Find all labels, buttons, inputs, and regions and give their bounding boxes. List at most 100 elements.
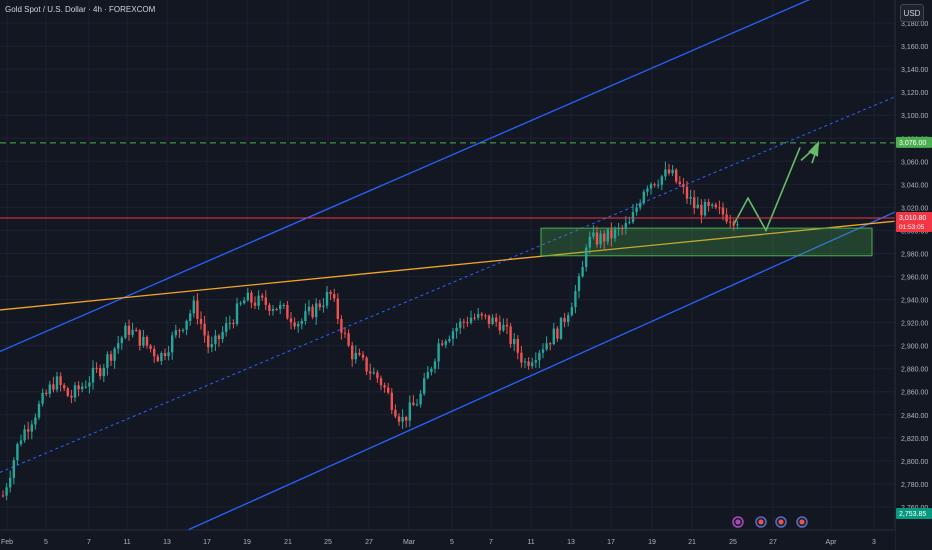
candle-body [448,338,451,342]
candle-body [469,317,473,323]
candle-body [635,207,638,212]
time-tick-label: 21 [284,539,292,546]
candle-body [135,329,138,331]
candle-body [127,325,131,335]
candle-body [257,295,260,306]
channel-lower-line [174,211,896,537]
candle-body [117,343,120,349]
candle-body [538,352,541,361]
candle-body [693,197,696,208]
candle-body [163,353,167,357]
candle-body [351,345,354,360]
price-tick-label: 2,980.00 [901,251,928,258]
candle-body [217,335,221,340]
time-tick-label: 11 [527,539,534,546]
time-tick-label: 13 [567,539,575,546]
candle-body [77,385,80,390]
candle-body [477,313,480,318]
candle-body [487,315,491,324]
price-tick-label: 3,120.00 [901,90,928,97]
candle-body [473,317,476,319]
candle-body [592,232,595,237]
candle-body [552,328,555,344]
candle-body [588,236,591,248]
candle-body [63,385,66,389]
candle-body [671,169,674,174]
candle-body [383,385,386,388]
candle-body [549,343,552,345]
candle-body [354,352,357,360]
time-tick-label: 27 [365,539,373,546]
candle-body [48,384,51,394]
candle-body [556,328,559,339]
candle-body [714,204,717,208]
candle-body [156,356,159,362]
candle-body [297,323,300,327]
candle-body [120,337,123,344]
candle-body [685,186,689,199]
candle-body [239,303,242,305]
channel-upper-line [0,0,811,353]
candle-body [1,495,5,497]
candle-body [621,227,624,229]
countdown-label: 01:53:05 [899,224,925,231]
time-tick-label: Feb [1,539,13,546]
event-dot-icon [735,519,741,525]
price-label-box [896,136,932,148]
candle-body [235,303,239,324]
candle-body [531,362,534,366]
chart-drawings [0,0,896,537]
candle-body [721,207,725,215]
candle-body [289,318,293,323]
price-tick-label: 2,820.00 [901,436,928,443]
candle-body [736,224,739,226]
candle-body [214,335,217,345]
candle-body [5,487,8,496]
candle-body [307,306,311,312]
candle-body [250,292,253,303]
candle-body [585,247,588,267]
candle-body [541,349,545,353]
candle-body [30,424,33,432]
candle-body [653,184,656,186]
candle-body [700,204,703,216]
candle-body [430,368,433,373]
price-tick-label: 2,840.00 [901,413,928,420]
candle-body [660,176,663,185]
candle-body [412,402,415,405]
candle-body [639,202,642,208]
candle-body [581,266,584,277]
candle-body [153,348,156,357]
price-label: 3,010.80 [899,215,926,222]
price-tick-label: 2,900.00 [901,344,928,351]
candle-body [408,402,411,421]
time-tick-label: 21 [688,539,696,546]
candle-body [613,229,617,239]
candle-body [419,393,422,405]
currency-button[interactable]: USD [900,4,924,22]
candle-body [192,300,195,314]
time-tick-label: 5 [44,539,48,546]
candle-body [649,184,653,189]
candle-body [423,378,426,394]
time-tick-label: 17 [203,539,211,546]
candle-body [203,323,206,336]
price-tick-label: 2,780.00 [901,482,928,489]
candle-body [732,222,735,226]
candle-body [394,409,397,417]
candle-body [379,378,383,386]
candle-body [657,184,660,186]
candle-body [12,460,15,478]
candle-body [253,302,257,306]
time-tick-label: 25 [324,539,332,546]
time-tick-label: 3 [872,539,876,546]
candle-body [343,332,347,334]
candle-body [376,372,379,379]
candle-body [300,321,303,324]
candle-body [207,335,210,348]
price-tick-label: 3,040.00 [901,182,928,189]
candle-body [271,308,275,311]
price-axis: 2,760.002,780.002,800.002,820.002,840.00… [894,0,932,550]
candle-body [264,297,267,305]
